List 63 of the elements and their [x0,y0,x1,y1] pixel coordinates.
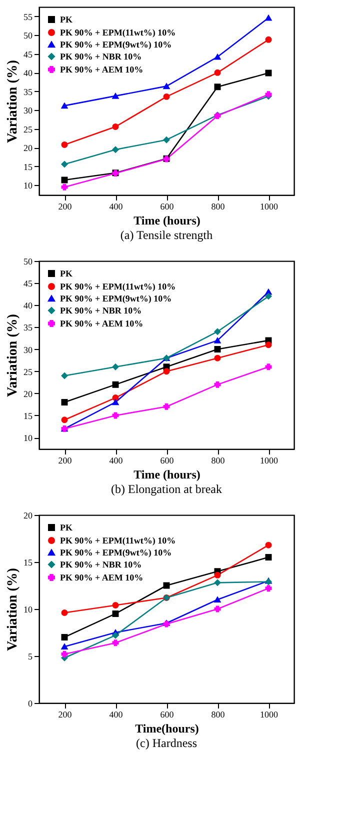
x-tick-label: 1000 [260,202,278,212]
x-tick-label: 1000 [260,710,278,720]
y-tick-label: 45 [24,49,33,60]
y-tick-label: 30 [24,344,33,355]
y-tick-label: 40 [24,68,33,78]
legend-label: PK 90% + NBR 10% [60,52,142,62]
legend-label: PK 90% + NBR 10% [60,306,142,316]
y-tick-label: 15 [24,558,33,568]
x-tick-label: 400 [109,202,124,212]
y-tick-label: 20 [24,143,33,154]
legend-label: PK 90% + EPM(9wt%) 10% [60,548,172,558]
y-tick-label: 0 [28,698,33,708]
x-tick-label: 600 [160,456,174,466]
y-tick-label: 10 [24,604,33,614]
text: (b) Elongation at break [111,482,222,496]
y-tick-label: 20 [24,388,33,399]
x-tick-label: 200 [58,456,72,466]
legend-label: PK 90% + EPM(11wt%) 10% [60,282,176,292]
y-tick-label: 25 [24,124,33,134]
y-tick-label: 55 [24,12,33,22]
y-tick-label: 5 [28,652,33,662]
x-tick-label: 600 [160,710,174,720]
x-axis-title: Time(hours) [135,722,199,736]
legend-label: PK 90% + AEM 10% [60,64,144,74]
y-axis-title: Variation (%) [6,568,20,652]
y-tick-label: 25 [24,366,33,377]
y-tick-label: 40 [24,300,33,311]
legend-label: PK 90% + AEM 10% [60,318,144,328]
x-tick-label: 200 [58,710,72,720]
y-tick-label: 15 [24,162,33,172]
legend-label: PK 90% + EPM(9wt%) 10% [60,40,172,50]
legend-label: PK 90% + AEM 10% [60,572,144,582]
text: (c) Hardness [136,736,198,750]
legend-label: PK 90% + EPM(11wt%) 10% [60,536,176,546]
y-tick-label: 15 [24,410,33,421]
legend-label: PK [60,268,72,278]
y-axis-title: Variation (%) [6,314,20,398]
legend-label: PK [60,14,72,24]
y-tick-label: 35 [24,86,33,97]
x-axis-title: Time (hours) [134,214,200,228]
y-axis-title: Variation (%) [6,60,20,144]
x-tick-label: 800 [211,710,226,720]
y-tick-label: 45 [24,278,33,289]
y-tick-label: 10 [24,433,33,444]
x-tick-label: 600 [160,202,174,212]
y-tick-label: 35 [24,322,33,333]
x-tick-label: 400 [109,710,124,720]
y-tick-label: 50 [24,256,33,266]
x-tick-label: 1000 [260,456,278,466]
y-tick-label: 50 [24,30,33,41]
legend-label: PK 90% + EPM(9wt%) 10% [60,294,172,304]
x-tick-label: 200 [58,202,72,212]
text: (a) Tensile strength [120,228,213,242]
legend-label: PK 90% + EPM(11wt%) 10% [60,28,176,38]
x-tick-label: 400 [109,456,124,466]
legend-label: PK 90% + NBR 10% [60,560,142,570]
x-axis-title: Time (hours) [134,468,200,482]
legend-label: PK [60,522,72,532]
x-tick-label: 800 [211,456,226,466]
x-tick-label: 800 [211,202,226,212]
y-tick-label: 20 [24,510,33,520]
y-tick-label: 30 [24,106,33,116]
y-tick-label: 10 [24,180,33,191]
